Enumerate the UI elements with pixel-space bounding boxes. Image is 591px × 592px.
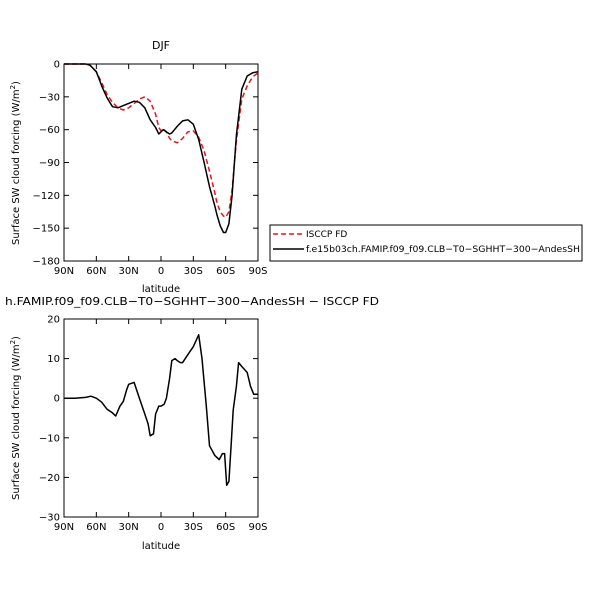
bottom-chart-y-tick-label: −20 bbox=[39, 473, 60, 484]
top-chart-y-tick-label: −60 bbox=[39, 125, 60, 136]
top-chart-series-line-0 bbox=[64, 63, 259, 218]
legend-box bbox=[269, 224, 583, 262]
top-chart-y-tick-label: −30 bbox=[39, 92, 60, 103]
bottom-chart: h.FAMIP.f09_f09.CLB−T0−SGHHT−300−AndesSH… bbox=[5, 295, 379, 552]
bottom-chart-plot-frame bbox=[63, 318, 259, 518]
bottom-chart-x-tick-label: 30N bbox=[119, 522, 139, 533]
top-chart-x-tick-label: 30S bbox=[184, 266, 203, 277]
top-chart-x-tick-label: 90S bbox=[248, 266, 267, 277]
bottom-chart-y-tick-label: 10 bbox=[47, 354, 60, 365]
top-chart-series-line-1 bbox=[64, 63, 259, 234]
bottom-chart-x-tick-label: 30S bbox=[184, 522, 203, 533]
top-chart-y-tick-label: −120 bbox=[33, 191, 60, 202]
top-chart-x-axis-label: latitude bbox=[142, 284, 180, 295]
bottom-chart-y-tick-label: 0 bbox=[54, 394, 60, 405]
top-chart: DJF latitude Surface SW cloud forcing (W… bbox=[9, 39, 268, 295]
bottom-chart-x-axis-label: latitude bbox=[142, 541, 180, 552]
top-chart-y-axis-label: Surface SW cloud forcing (W/m2) bbox=[9, 81, 22, 245]
bottom-chart-x-tick-label: 90N bbox=[54, 522, 74, 533]
bottom-chart-y-tick-label: −30 bbox=[39, 513, 60, 524]
top-chart-y-tick-label: 0 bbox=[54, 60, 60, 71]
top-chart-y-tick-label: −150 bbox=[33, 224, 60, 235]
bottom-chart-y-axis-label: Surface SW cloud forcing (W/m2) bbox=[9, 336, 22, 500]
bottom-chart-y-tick-label: −10 bbox=[39, 433, 60, 444]
top-chart-x-tick-label: 90N bbox=[54, 266, 74, 277]
top-chart-y-tick-label: −90 bbox=[39, 158, 60, 169]
bottom-chart-x-tick-label: 60S bbox=[216, 522, 235, 533]
top-chart-title: DJF bbox=[152, 39, 170, 52]
top-chart-x-tick-label: 60N bbox=[86, 266, 106, 277]
bottom-chart-title: h.FAMIP.f09_f09.CLB−T0−SGHHT−300−AndesSH… bbox=[5, 295, 379, 308]
top-chart-x-tick-label: 30N bbox=[119, 266, 139, 277]
bottom-chart-x-tick-label: 60N bbox=[86, 522, 106, 533]
top-chart-y-tick-label: −180 bbox=[33, 257, 60, 268]
bottom-chart-series-line-0 bbox=[64, 334, 258, 487]
bottom-chart-x-tick-label: 90S bbox=[248, 522, 267, 533]
top-chart-plot-frame bbox=[63, 63, 259, 262]
bottom-chart-y-tick-label: 20 bbox=[47, 315, 60, 326]
top-chart-x-tick-label: 60S bbox=[216, 266, 235, 277]
top-chart-x-tick-label: 0 bbox=[158, 266, 164, 277]
bottom-chart-x-tick-label: 0 bbox=[158, 522, 164, 533]
legend-entry-isccp: ISCCP FD bbox=[306, 230, 347, 240]
legend: ISCCP FD f.e15b03ch.FAMIP.f09_f09.CLB−T0… bbox=[269, 224, 583, 262]
legend-entry-model: f.e15b03ch.FAMIP.f09_f09.CLB−T0−SGHHT−30… bbox=[306, 245, 580, 255]
